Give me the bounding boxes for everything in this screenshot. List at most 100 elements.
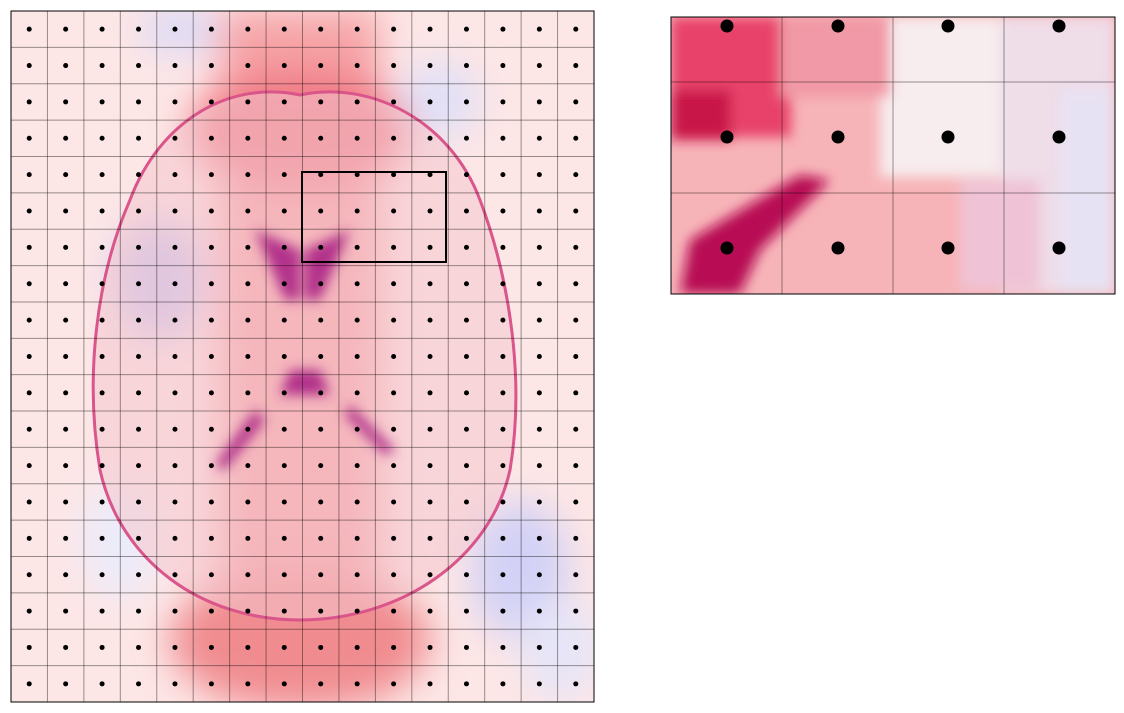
- grid-point: [463, 535, 469, 541]
- grid-point: [26, 63, 32, 69]
- grid-point: [318, 463, 324, 469]
- grid-point: [427, 681, 433, 687]
- grid-point: [172, 99, 178, 105]
- grid-point: [99, 208, 105, 214]
- grid-point: [63, 172, 69, 178]
- grid-point: [26, 172, 32, 178]
- grid-point: [500, 354, 506, 359]
- grid-point: [318, 535, 324, 541]
- grid-point: [245, 499, 251, 505]
- grid-point: [831, 241, 845, 255]
- grid-point: [172, 390, 178, 396]
- grid-point: [463, 317, 469, 323]
- grid-point: [99, 99, 105, 105]
- grid-point: [26, 390, 32, 396]
- grid-point: [281, 499, 287, 505]
- grid-point: [427, 99, 433, 105]
- grid-point: [391, 244, 397, 250]
- grid-points: [26, 26, 579, 687]
- grid-point: [720, 241, 734, 255]
- grid-point: [391, 390, 397, 396]
- grid-point: [427, 463, 433, 469]
- grid-point: [1052, 19, 1066, 33]
- grid-point: [536, 26, 542, 32]
- grid-point: [391, 281, 397, 287]
- grid-point: [172, 535, 178, 541]
- grid-point: [427, 644, 433, 650]
- grid-point: [172, 208, 178, 214]
- grid-point: [63, 426, 69, 432]
- grid-point: [573, 681, 579, 687]
- grid-point: [245, 317, 251, 323]
- grid-point: [427, 354, 433, 359]
- grid-point: [391, 681, 397, 687]
- grid-point: [99, 535, 105, 541]
- grid-point: [26, 608, 32, 614]
- grid-point: [245, 63, 251, 69]
- grid-point: [354, 644, 360, 650]
- grid-point: [136, 426, 142, 432]
- grid-point: [281, 463, 287, 469]
- grid-point: [208, 317, 214, 323]
- grid-point: [281, 426, 287, 432]
- grid-point: [354, 281, 360, 287]
- grid-point: [245, 354, 251, 359]
- grid-point: [245, 281, 251, 287]
- grid-point: [136, 463, 142, 469]
- grid-point: [99, 26, 105, 32]
- grid-point: [318, 208, 324, 214]
- grid-point: [536, 172, 542, 178]
- grid-point: [500, 208, 506, 214]
- cool-blob: [960, 180, 1040, 290]
- ventricle: [345, 405, 395, 455]
- grid-point: [318, 390, 324, 396]
- grid-point: [63, 572, 69, 578]
- ventricles: [215, 230, 395, 470]
- grid-point: [463, 281, 469, 287]
- grid-point: [463, 644, 469, 650]
- zoom-box: [301, 171, 447, 263]
- grid-point: [136, 681, 142, 687]
- grid-point: [26, 135, 32, 141]
- grid-point: [536, 63, 542, 69]
- grid-point: [536, 499, 542, 505]
- grid-point: [500, 644, 506, 650]
- grid-point: [500, 681, 506, 687]
- grid-point: [26, 535, 32, 541]
- grid-point: [463, 63, 469, 69]
- grid-point: [281, 172, 287, 178]
- grid-point: [63, 644, 69, 650]
- grid-point: [172, 354, 178, 359]
- grid-point: [354, 26, 360, 32]
- grid-points: [720, 19, 1066, 255]
- grid-point: [281, 608, 287, 614]
- grid-point: [172, 499, 178, 505]
- grid-point: [172, 572, 178, 578]
- grid-point: [318, 681, 324, 687]
- grid-point: [391, 172, 397, 178]
- grid-point: [172, 172, 178, 178]
- grid-point: [536, 572, 542, 578]
- grid-point: [391, 608, 397, 614]
- grid-point: [720, 130, 734, 144]
- grid: [11, 11, 594, 702]
- grid-point: [63, 135, 69, 141]
- grid-point: [63, 681, 69, 687]
- grid-point: [536, 390, 542, 396]
- grid-point: [427, 63, 433, 69]
- grid-point: [427, 390, 433, 396]
- grid-point: [136, 354, 142, 359]
- grid-point: [99, 354, 105, 359]
- grid-point: [427, 426, 433, 432]
- grid-point: [281, 208, 287, 214]
- grid-point: [136, 208, 142, 214]
- cool-blob: [880, 17, 1020, 177]
- grid-point: [26, 208, 32, 214]
- grid-point: [99, 390, 105, 396]
- grid-point: [172, 463, 178, 469]
- grid-point: [281, 63, 287, 69]
- grid-point: [208, 644, 214, 650]
- grid-point: [427, 172, 433, 178]
- grid-point: [536, 426, 542, 432]
